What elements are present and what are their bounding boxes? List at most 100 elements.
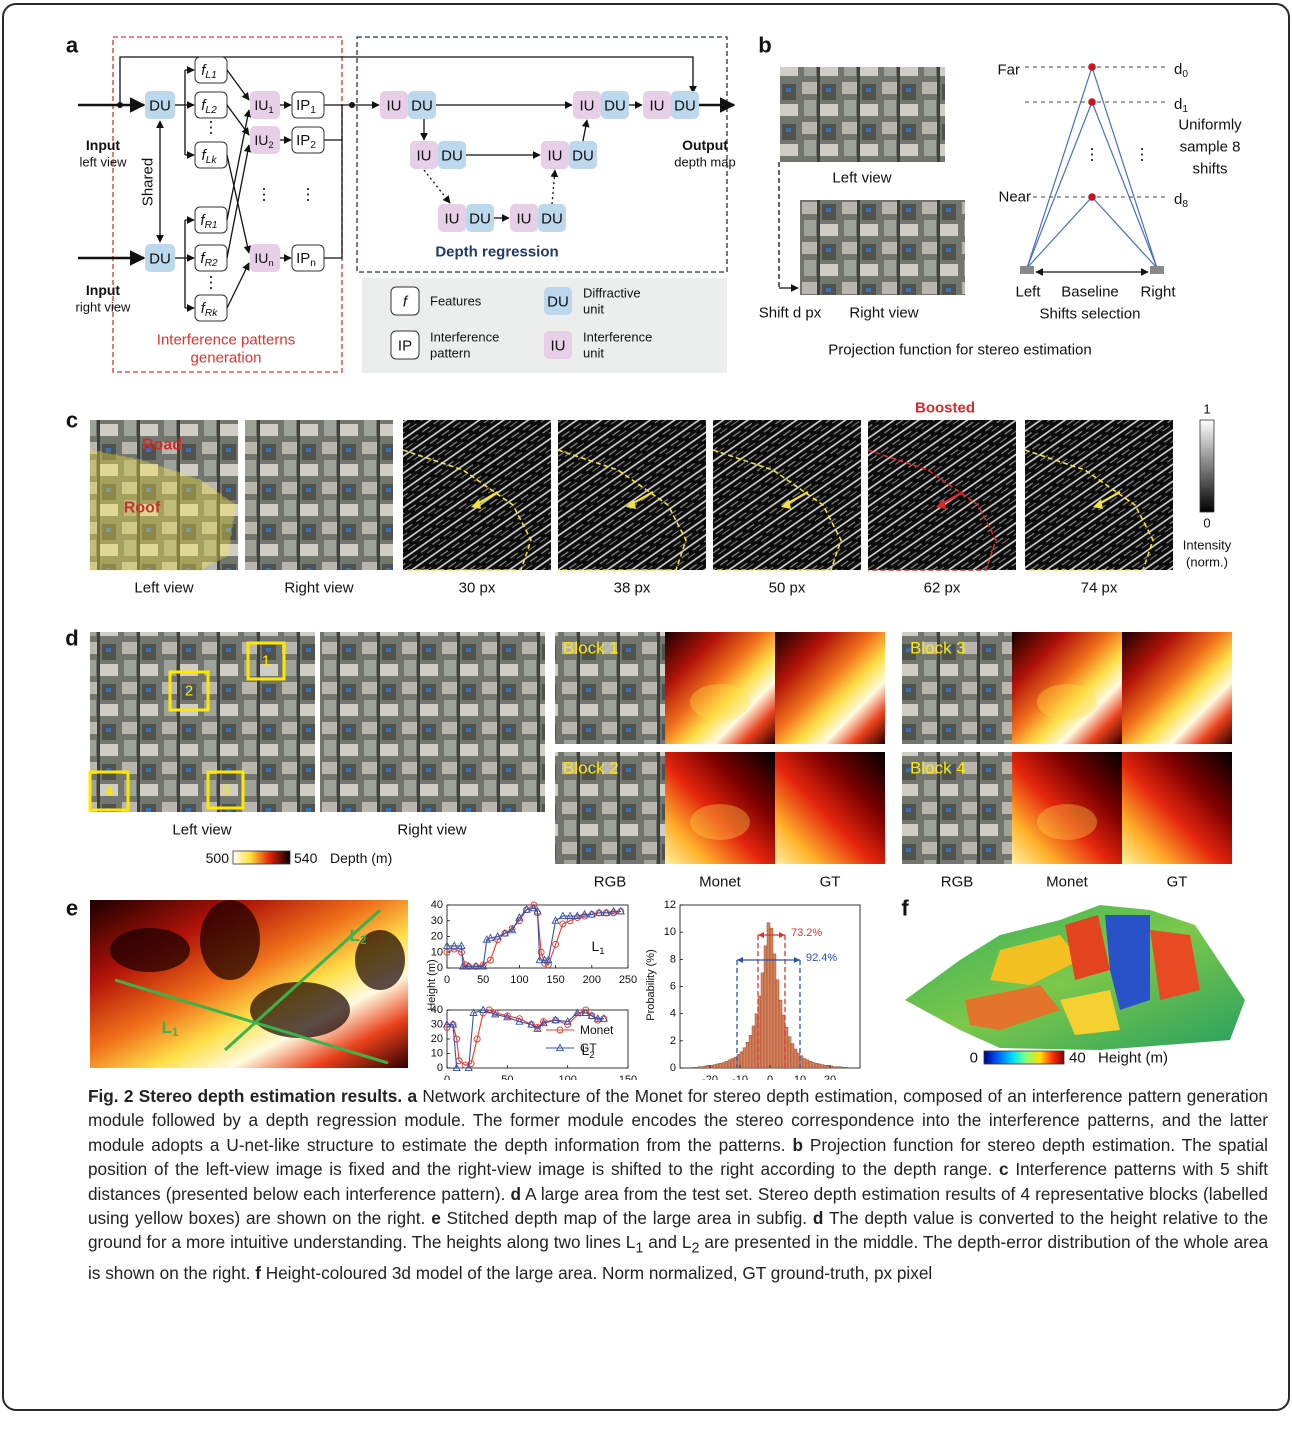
y-tick-label: 12: [664, 899, 676, 911]
y-axis-title: Height (m): [426, 959, 438, 1010]
unit-label: IU: [445, 211, 460, 228]
label: Depth (m): [330, 850, 392, 866]
label: GT: [1167, 874, 1188, 891]
unit-label: DU: [411, 98, 433, 115]
subscript: R1: [205, 220, 218, 231]
unit-label: DU: [149, 251, 171, 268]
y-axis-title: Probability (%): [645, 949, 657, 1021]
depth-map: [1122, 752, 1232, 864]
histogram-bar: [698, 1067, 701, 1068]
texture: [250, 982, 350, 1038]
label: Far: [998, 62, 1021, 79]
label: Right view: [397, 822, 466, 839]
legend-text: unit: [583, 302, 604, 317]
y-tick-label: 6: [670, 981, 676, 993]
caption-text: Stitched depth map of the large area in …: [441, 1208, 813, 1228]
unit-label: IU: [517, 211, 532, 228]
connector: [227, 105, 249, 135]
subscript: 1: [1182, 104, 1188, 115]
unit-label: DU: [572, 148, 594, 165]
caption-bold: b: [792, 1135, 803, 1155]
histogram-bar: [719, 1063, 722, 1068]
histogram-bar: [839, 1067, 842, 1068]
unit-label: DU: [441, 148, 463, 165]
caption-bold: d: [511, 1184, 522, 1204]
histogram-bar: [770, 928, 773, 1068]
label: Monet: [699, 874, 742, 891]
y-tick-label: 10: [664, 926, 676, 938]
label: Block 3: [910, 639, 966, 658]
ray: [1092, 197, 1157, 268]
histogram-bar: [713, 1065, 716, 1068]
unit-label: IU: [548, 148, 563, 165]
label: Right view: [284, 580, 353, 597]
histogram-bar: [731, 1058, 734, 1068]
x-tick-label: 100: [558, 1074, 576, 1080]
histogram-bar: [791, 1044, 794, 1068]
y-tick-label: 30: [431, 915, 443, 927]
label: Left: [1015, 284, 1041, 301]
subscript: 1: [268, 105, 273, 116]
block-number: 3: [221, 782, 229, 799]
label: ⋮: [203, 120, 219, 137]
x-tick-label: -10: [732, 1074, 748, 1080]
subscript: 1: [599, 946, 604, 957]
x-tick-label: -20: [702, 1074, 718, 1080]
label: Intensity: [1183, 538, 1232, 553]
unit-label: DU: [674, 98, 696, 115]
subscript: 1: [310, 105, 316, 116]
y-tick-label: 20: [431, 1033, 443, 1045]
depth-map: [775, 632, 885, 744]
label: 30 px: [459, 580, 496, 597]
y-tick-label: 30: [431, 1019, 443, 1031]
histogram-bar: [707, 1065, 710, 1068]
block-number: 4: [105, 783, 113, 800]
label: Output: [682, 137, 728, 153]
panel-label: b: [758, 33, 771, 58]
histogram-bar: [740, 1052, 743, 1068]
main-text: d: [1174, 191, 1182, 208]
main-text: L: [591, 938, 599, 954]
histogram-bar: [821, 1065, 824, 1068]
label: Left view: [134, 580, 193, 597]
label: ⋮: [203, 275, 219, 292]
subscript: 8: [1182, 199, 1188, 210]
camera: [1150, 266, 1164, 274]
x-tick-label: 150: [619, 1074, 637, 1080]
subscript: L2: [205, 105, 217, 116]
image: [90, 632, 315, 812]
histogram-bar: [803, 1058, 806, 1068]
label: Height (m): [1098, 1050, 1168, 1067]
histogram-bar: [842, 1067, 845, 1068]
subscript: R2: [205, 258, 218, 269]
junction: [117, 102, 123, 108]
label: 50 px: [769, 580, 806, 597]
subscript: L1: [205, 70, 216, 81]
connector: [324, 140, 342, 258]
panel-label: f: [901, 896, 909, 921]
unit-label: IU: [417, 148, 432, 165]
subscript: 1: [172, 1027, 179, 1039]
subscript-label: d8: [1174, 191, 1188, 211]
histogram-bar: [695, 1067, 698, 1068]
histogram-bar: [824, 1065, 827, 1068]
label: right view: [76, 300, 132, 315]
colorbar: [233, 851, 290, 864]
label: Interference patterns: [157, 332, 295, 349]
connector: [583, 120, 587, 141]
label: Block 2: [563, 759, 619, 778]
legend-text: GT: [580, 1041, 597, 1055]
label: Projection function for stereo estimatio…: [828, 342, 1091, 359]
connector: [552, 170, 555, 204]
x-tick-label: 0: [444, 974, 450, 986]
subscript: 2: [268, 140, 273, 151]
x-tick-label: 50: [477, 974, 489, 986]
y-tick-label: 0: [437, 1062, 443, 1074]
histogram-bar: [692, 1067, 695, 1068]
label: 62 px: [924, 580, 961, 597]
caption: Fig. 2 Stereo depth estimation results. …: [88, 1084, 1268, 1286]
x-tick-label: 150: [546, 974, 564, 986]
image: [780, 67, 945, 162]
histogram-bar: [743, 1048, 746, 1068]
label: Left view: [172, 822, 231, 839]
